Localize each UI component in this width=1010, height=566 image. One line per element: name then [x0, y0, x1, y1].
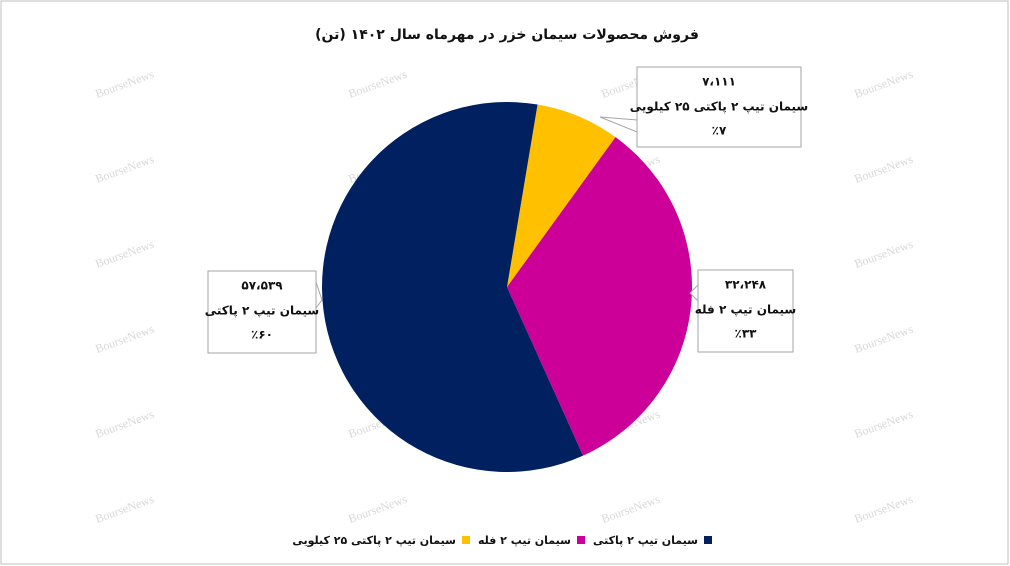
pie-slice — [507, 104, 616, 287]
callout-box — [636, 66, 802, 148]
callout-pointer — [689, 283, 699, 303]
legend-swatch — [462, 536, 470, 544]
callout-box — [697, 269, 794, 353]
value-label: ۵۷،۵۳۹ — [241, 279, 283, 293]
data-callout: ۳۲،۲۴۸ سیمان تیپ ۲ فله ٪۳۳ — [689, 269, 797, 353]
value-label: ۷،۱۱۱ — [702, 75, 736, 89]
data-callout: ۷،۱۱۱ سیمان تیپ ۲ پاکتی ۲۵ کیلویی ٪۷ — [599, 66, 808, 148]
value-label: ۳۲،۲۴۸ — [725, 278, 767, 292]
legend-label: سیمان تیپ ۲ فله — [478, 534, 571, 547]
pie-slice — [322, 102, 584, 472]
callout-pointer — [599, 116, 638, 133]
callout-pointer — [315, 281, 323, 310]
legend-label: سیمان تیپ ۲ پاکتی — [593, 534, 698, 547]
category-label: سیمان تیپ ۲ فله — [695, 303, 797, 317]
legend-swatch — [577, 536, 585, 544]
legend-swatch — [704, 536, 712, 544]
percent-label: ٪۳۳ — [735, 327, 758, 341]
percent-label: ٪۶۰ — [251, 328, 273, 342]
pie-slice — [507, 137, 692, 456]
category-label: سیمان تیپ ۲ پاکتی — [205, 304, 320, 318]
data-callout: ۵۷،۵۳۹ سیمان تیپ ۲ پاکتی ٪۶۰ — [205, 270, 323, 354]
chart-title: فروش محصولات سیمان خزر در مهرماه سال ۱۴۰… — [315, 27, 699, 43]
legend-label: سیمان تیپ ۲ پاکتی ۲۵ کیلویی — [292, 534, 456, 547]
category-label: سیمان تیپ ۲ پاکتی ۲۵ کیلویی — [630, 100, 808, 115]
percent-label: ٪۷ — [712, 124, 727, 138]
callout-box — [207, 270, 317, 354]
